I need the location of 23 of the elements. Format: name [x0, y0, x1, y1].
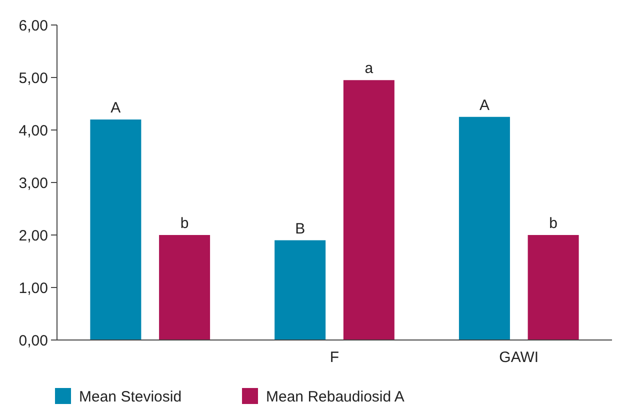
data-label: A — [479, 96, 490, 114]
x-tick-label: F — [330, 349, 340, 366]
y-tick-label: 4,00 — [18, 122, 48, 140]
x-tick-label: GAWI — [499, 349, 539, 366]
legend-label: Mean Steviosid — [79, 388, 182, 406]
bar — [159, 235, 210, 340]
data-label: b — [549, 215, 558, 232]
data-label: b — [180, 215, 189, 232]
bar — [90, 120, 142, 340]
data-label: a — [364, 60, 374, 78]
y-tick-label: 5,00 — [18, 70, 48, 87]
bar — [528, 235, 579, 340]
y-tick-label: 3,00 — [18, 174, 48, 192]
y-tick-label: 0,00 — [18, 332, 48, 350]
data-label: B — [295, 220, 306, 238]
y-tick-label: 6,00 — [18, 17, 48, 34]
data-label: A — [110, 100, 121, 116]
bar — [458, 116, 510, 340]
legend-label: Mean Rebaudiosid A — [266, 388, 404, 406]
y-tick-label: 1,00 — [18, 280, 48, 297]
bar — [274, 240, 326, 340]
y-tick-label: 2,00 — [18, 227, 48, 244]
bar — [343, 80, 394, 340]
